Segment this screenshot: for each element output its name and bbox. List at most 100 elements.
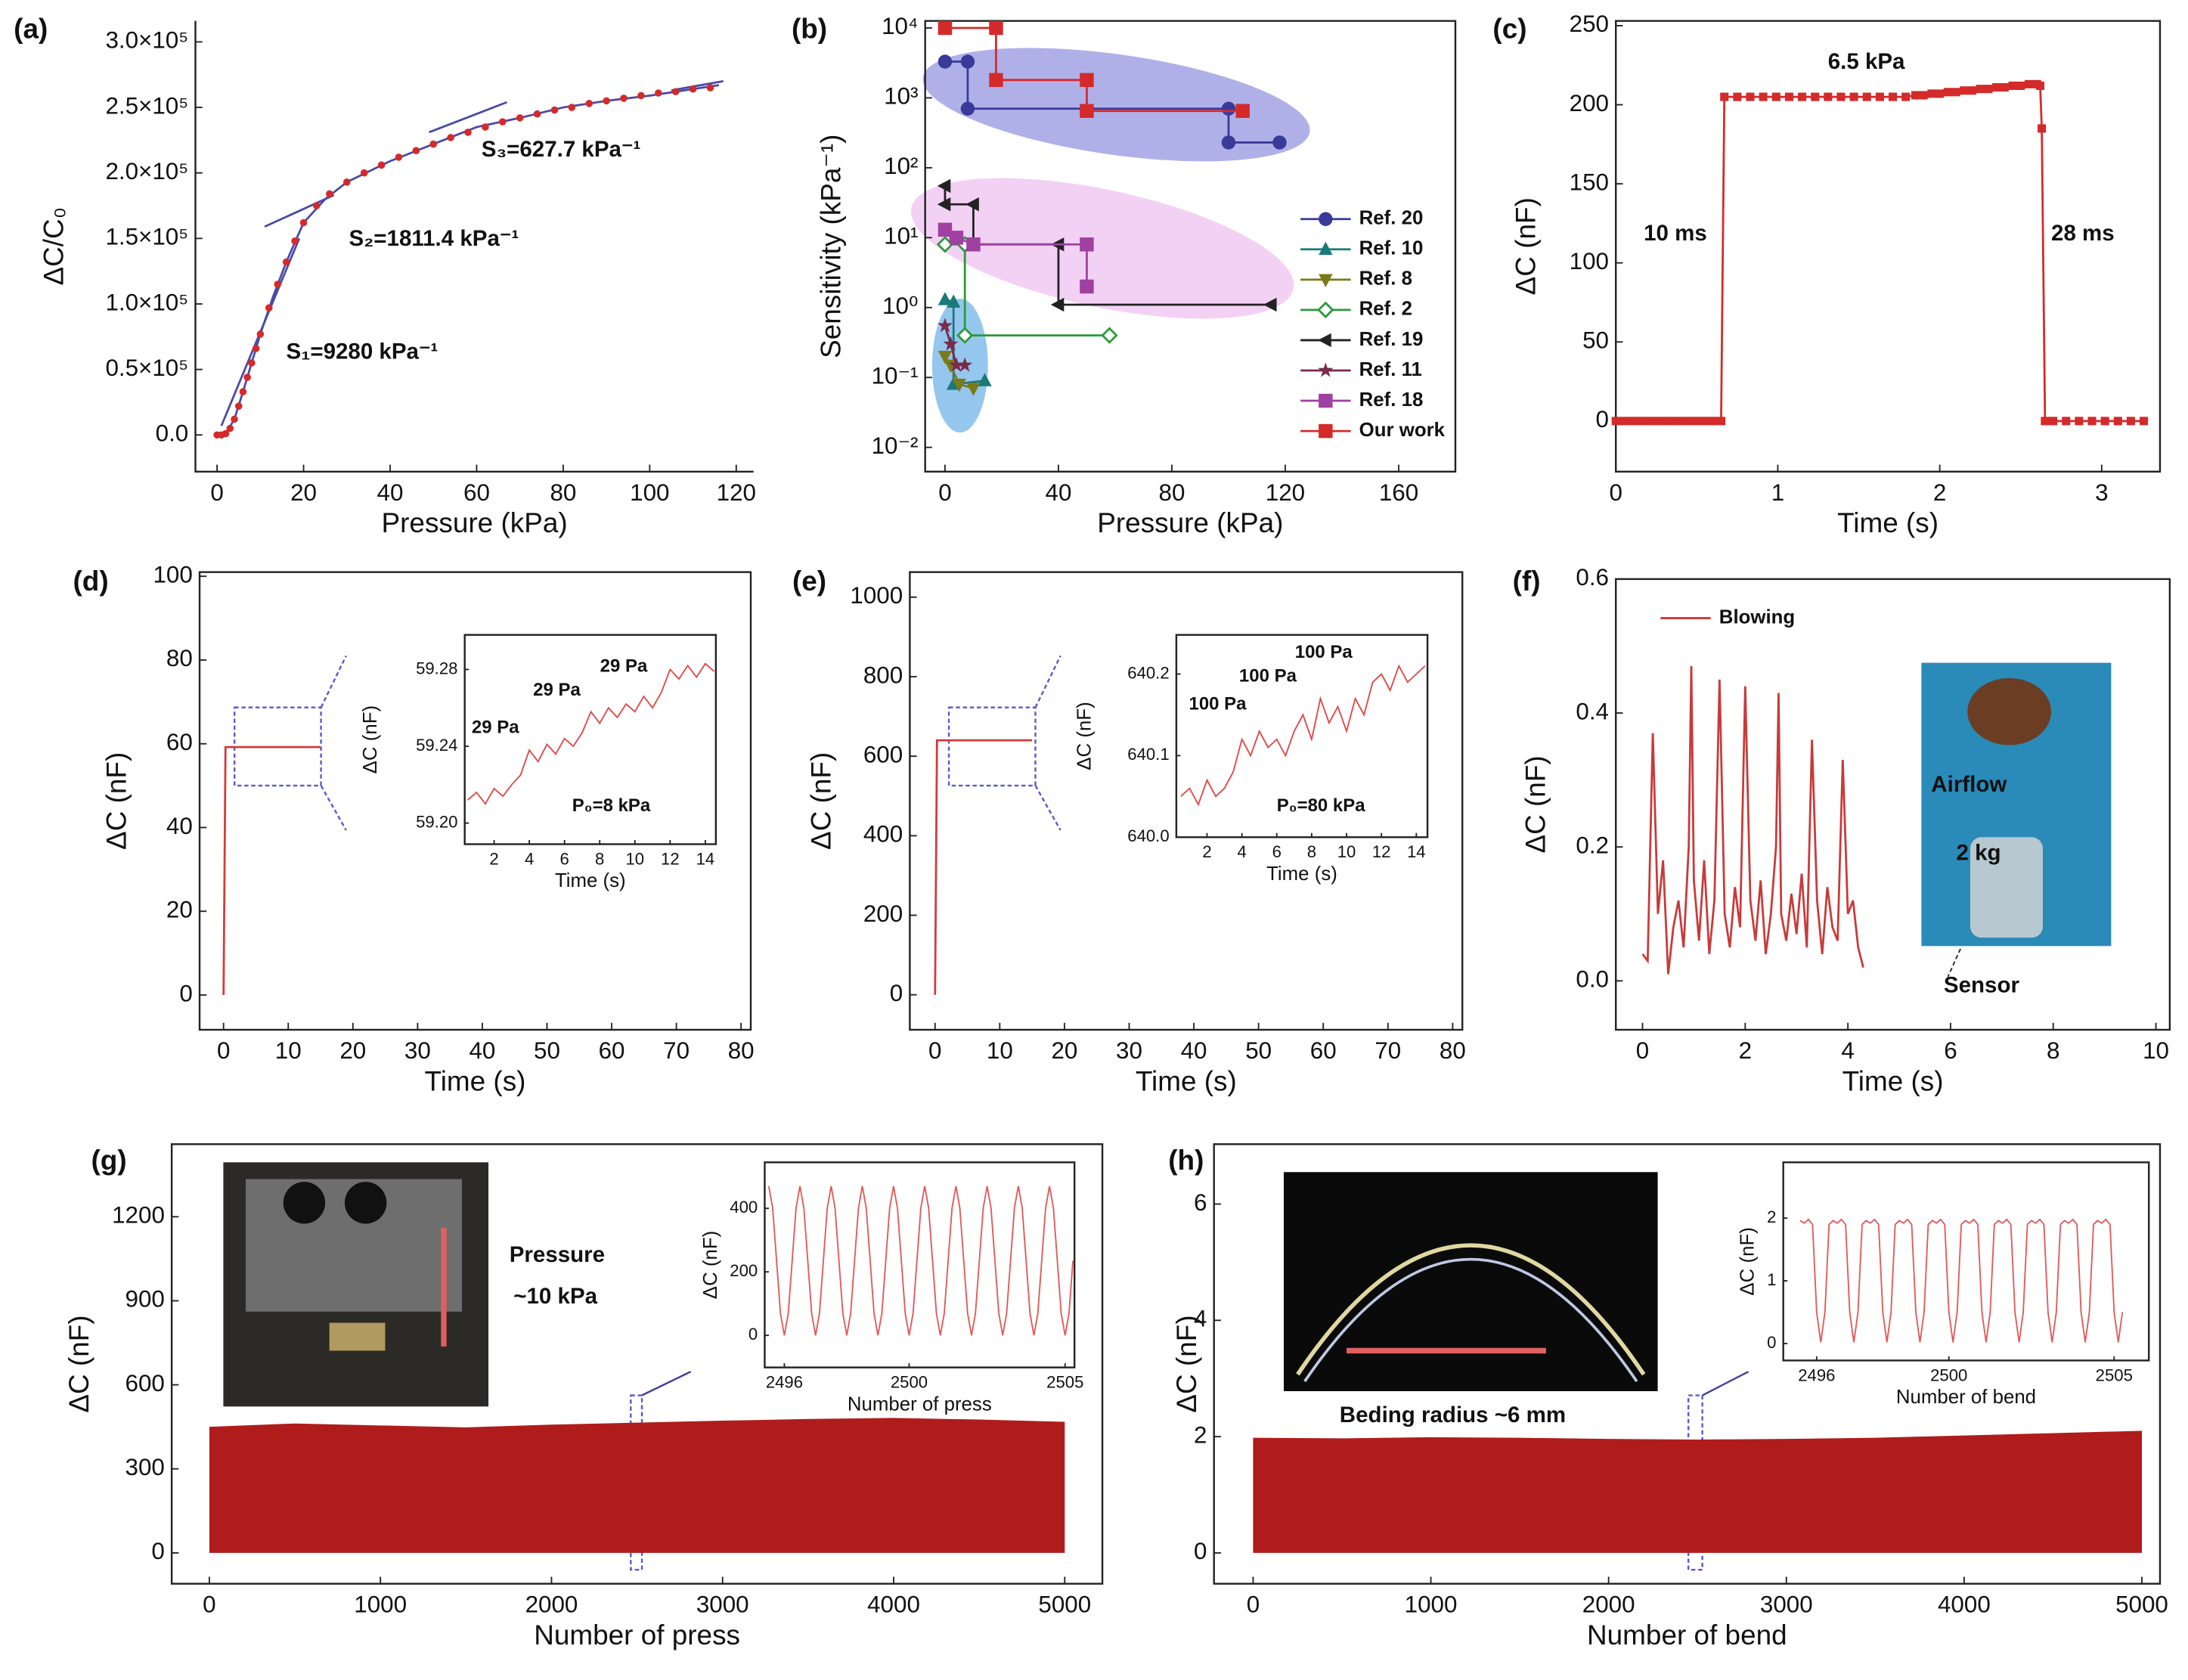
- x-tick-label: 100: [630, 479, 669, 506]
- marker: [1050, 297, 1065, 312]
- x-tick-label: 14: [696, 849, 715, 868]
- x-tick-label: 12: [661, 849, 680, 868]
- x-tick-label: 0: [210, 479, 223, 506]
- marker: [2049, 417, 2058, 426]
- panel-label: (b): [792, 13, 827, 44]
- series-area: [209, 1418, 1065, 1553]
- y-tick-label: 400: [730, 1198, 758, 1217]
- y-axis-label: ΔC (nF): [360, 705, 381, 773]
- frame: [924, 20, 1457, 473]
- marker: [1733, 92, 1742, 101]
- frame: [1175, 634, 1429, 838]
- marker: [243, 374, 251, 381]
- legend-label: Ref. 11: [1359, 359, 1422, 380]
- y-axis-label: ΔC/C₀: [39, 207, 70, 286]
- y-axis-label: ΔC (nF): [1737, 1227, 1758, 1295]
- marker: [2038, 124, 2047, 133]
- y-tick-label: 600: [126, 1370, 165, 1396]
- marker: [1951, 88, 1960, 97]
- marker: [447, 134, 454, 141]
- marker: [1611, 417, 1620, 426]
- y-tick-label: 300: [126, 1454, 165, 1480]
- series-line: [1641, 666, 1864, 975]
- x-tick-label: 30: [404, 1037, 431, 1064]
- y-tick-label: 100: [1570, 248, 1609, 274]
- y-tick-label: 59.28: [416, 659, 457, 677]
- y-axis-label: ΔC (nF): [64, 1315, 95, 1412]
- x-tick-label: 0: [1247, 1592, 1260, 1618]
- marker: [965, 197, 979, 212]
- y-axis-label: ΔC (nF): [101, 752, 132, 850]
- frame: [1213, 1143, 2162, 1585]
- legend-label: Blowing: [1719, 606, 1795, 628]
- series-line: [1180, 664, 1426, 807]
- annotation: 29 Pa: [600, 656, 648, 676]
- marker: [252, 345, 260, 352]
- y-tick-label: 59.20: [416, 812, 457, 831]
- marker: [1692, 417, 1701, 426]
- marker: [1272, 135, 1287, 150]
- marker: [2075, 417, 2084, 426]
- y-tick-label: 640.0: [1127, 826, 1169, 845]
- marker: [637, 91, 645, 100]
- marker: [2035, 81, 2044, 90]
- y-tick-label: 200: [863, 900, 903, 927]
- marker: [1668, 417, 1677, 426]
- marker: [1888, 92, 1898, 101]
- x-tick-label: 6: [1944, 1037, 1957, 1064]
- x-tick-label: 70: [1374, 1037, 1401, 1064]
- marker: [937, 197, 951, 212]
- annotation: S₁=9280 kPa⁻¹: [286, 339, 438, 364]
- frame: [170, 1143, 1104, 1585]
- photo-detail: [329, 1322, 386, 1351]
- legend-marker: [1319, 423, 1333, 439]
- y-tick-label: 2.5×10⁵: [105, 92, 188, 119]
- x-tick-label: 4: [1237, 842, 1246, 861]
- x-tick-label: 8: [595, 849, 604, 868]
- x-tick-label: 8: [2047, 1037, 2059, 1064]
- y-tick-label: 200: [1570, 90, 1609, 116]
- marker: [2041, 417, 2050, 426]
- marker: [1824, 92, 1833, 101]
- marker: [395, 153, 403, 161]
- frame: [198, 571, 752, 1031]
- x-axis-label: Time (s): [1842, 1065, 1944, 1096]
- series-line: [934, 739, 1033, 995]
- annotation: P₀=8 kPa: [572, 795, 651, 816]
- y-tick-label: 900: [126, 1286, 165, 1313]
- marker: [1911, 91, 1920, 100]
- annotation: S₂=1811.4 kPa⁻¹: [349, 226, 519, 251]
- x-tick-label: 6: [560, 849, 569, 868]
- x-tick-label: 20: [339, 1037, 366, 1064]
- y-tick-label: 40: [166, 813, 193, 839]
- x-axis-label: Pressure (kPa): [1097, 507, 1283, 538]
- annotation: 100 Pa: [1295, 642, 1353, 662]
- marker: [282, 258, 290, 266]
- x-axis-label: Number of bend: [1896, 1387, 2036, 1408]
- panel-label: (c): [1492, 13, 1526, 44]
- y-tick-label: 0: [1596, 406, 1609, 432]
- y-tick-label: 150: [1570, 169, 1609, 195]
- y-tick-label: 0.0: [1576, 966, 1609, 993]
- x-tick-label: 3000: [696, 1592, 749, 1618]
- marker: [689, 85, 697, 93]
- photo-detail: [1967, 677, 2052, 745]
- marker: [949, 231, 964, 245]
- marker: [2140, 417, 2149, 426]
- x-axis-label: Time (s): [1266, 863, 1337, 885]
- x-tick-label: 80: [728, 1037, 755, 1064]
- x-axis-label: Time (s): [425, 1065, 526, 1096]
- marker: [1080, 104, 1094, 118]
- marker: [1628, 417, 1637, 426]
- annotation: 28 ms: [2051, 221, 2115, 246]
- marker: [960, 101, 975, 116]
- legend-marker: [1319, 274, 1333, 287]
- marker: [377, 161, 386, 169]
- panel-label: (g): [91, 1145, 127, 1176]
- group-ellipse: [910, 178, 1294, 319]
- legend-marker: [1319, 393, 1333, 408]
- x-tick-label: 4000: [1938, 1592, 1991, 1618]
- y-axis-label: ΔC (nF): [1511, 197, 1542, 295]
- x-tick-label: 3: [2095, 479, 2108, 506]
- marker: [1101, 327, 1118, 344]
